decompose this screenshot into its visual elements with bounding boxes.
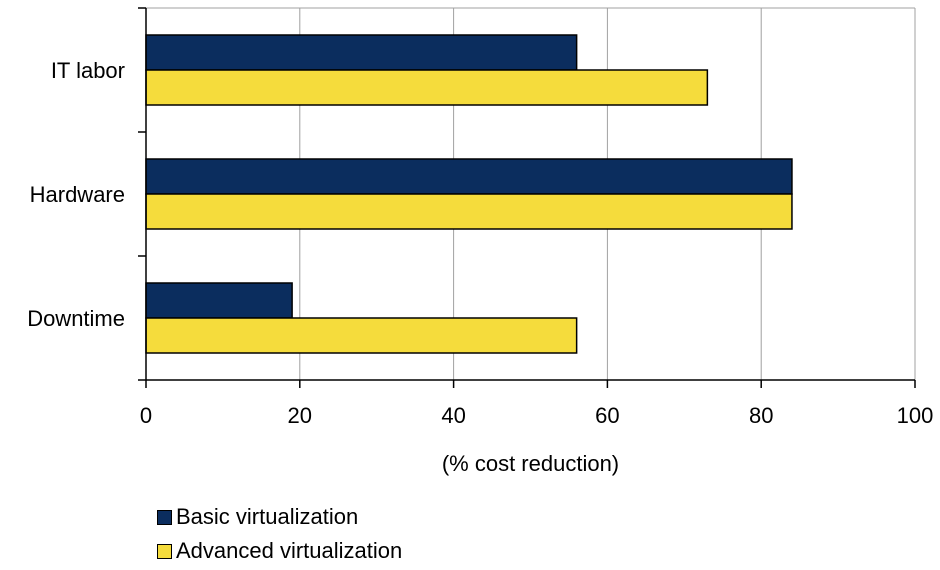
bar-it-labor-advanced-virtualization [145, 69, 709, 106]
bar-it-labor-basic-virtualization [145, 34, 578, 71]
x-tick-label: 60 [595, 403, 619, 428]
legend-swatch-advanced [157, 543, 172, 559]
axes [138, 7, 916, 388]
bars [145, 34, 793, 354]
legend-label-advanced: Advanced virtualization [176, 538, 403, 563]
x-tick-label: 100 [897, 403, 934, 428]
legend-label-basic: Basic virtualization [176, 504, 359, 529]
x-tick-label: 40 [441, 403, 465, 428]
y-tick-label: IT labor [51, 58, 125, 83]
bar-downtime-advanced-virtualization [145, 317, 578, 354]
bar-downtime-basic-virtualization [145, 282, 293, 319]
y-tick-label: Hardware [30, 182, 125, 207]
x-axis-title: (% cost reduction) [442, 451, 619, 476]
x-tick-label: 0 [140, 403, 152, 428]
axis-labels: (% cost reduction) IT labor Hardware Downt… [27, 58, 933, 476]
y-tick-label: Downtime [27, 306, 125, 331]
legend-item-advanced: Advanced virtualization [157, 534, 402, 568]
legend-swatch-basic [157, 509, 172, 525]
legend: Basic virtualization Advanced virtualiza… [157, 500, 402, 568]
x-tick-label: 80 [749, 403, 773, 428]
bar-hardware-basic-virtualization [145, 158, 793, 195]
legend-item-basic: Basic virtualization [157, 500, 402, 534]
bar-hardware-advanced-virtualization [145, 193, 793, 230]
x-tick-label: 20 [288, 403, 312, 428]
